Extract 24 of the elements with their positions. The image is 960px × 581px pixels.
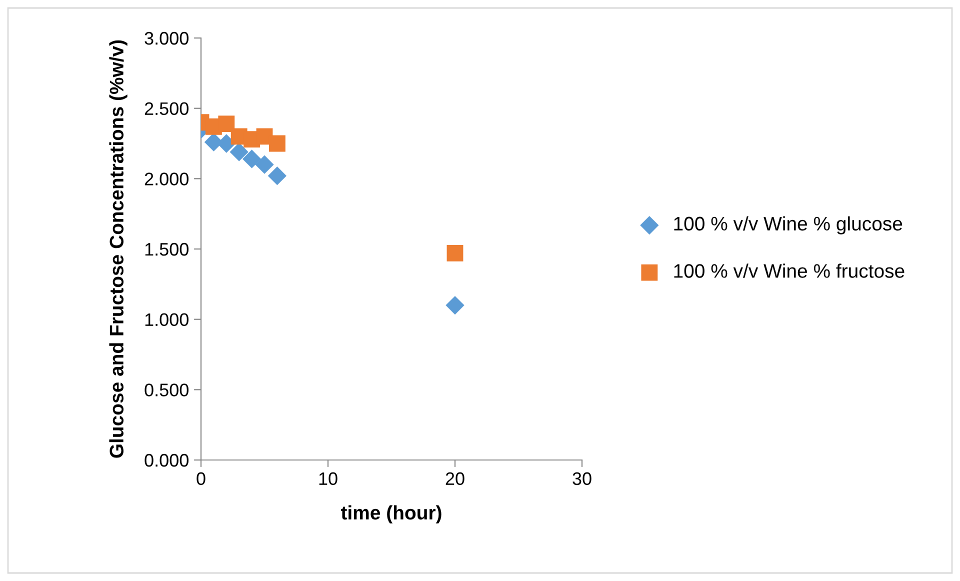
point [230, 142, 248, 162]
y-tick-label: 2.000 [144, 172, 188, 186]
y-tick-label: 1.500 [145, 242, 188, 256]
x-axis-title: time (hour) [340, 505, 442, 524]
y-tick-label: 0.500 [144, 384, 188, 396]
y-tick-label: 2.500 [144, 102, 188, 116]
point [242, 150, 262, 168]
x-tick-label: 20 [446, 472, 464, 486]
x-tick-label: 30 [572, 472, 592, 486]
y-axis-title: Glucose and Fructose Concentrations (%w/v) [109, 40, 128, 458]
point [446, 296, 464, 315]
point [218, 116, 235, 132]
point [217, 134, 236, 153]
x-tick-label: 10 [319, 472, 338, 486]
y-tick-label: 1.000 [145, 313, 188, 326]
point [268, 135, 286, 152]
y-tick-label: 0.000 [144, 454, 188, 467]
point [446, 245, 464, 262]
point [268, 166, 287, 186]
point [255, 155, 274, 174]
legend-label: 100 % v/v Wine % fructose [674, 264, 904, 278]
y-tick-label: 3.000 [144, 32, 188, 45]
x-tick-label: 0 [196, 472, 206, 486]
legend-label: 100 % v/v Wine % glucose [674, 216, 902, 234]
